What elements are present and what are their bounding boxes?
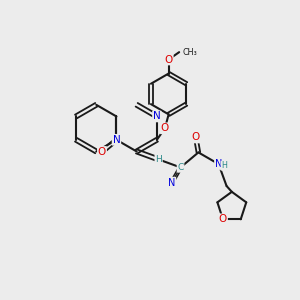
Text: H: H — [155, 155, 162, 164]
Text: N: N — [215, 159, 222, 169]
Text: N: N — [112, 135, 120, 145]
Text: O: O — [219, 214, 227, 224]
Text: O: O — [161, 123, 169, 133]
Text: O: O — [98, 147, 106, 157]
Text: O: O — [164, 55, 173, 64]
Text: C: C — [177, 163, 184, 172]
Text: H: H — [221, 161, 227, 170]
Text: CH₃: CH₃ — [183, 48, 197, 57]
Text: O: O — [192, 133, 200, 142]
Text: N: N — [153, 112, 161, 122]
Text: N: N — [168, 178, 176, 188]
